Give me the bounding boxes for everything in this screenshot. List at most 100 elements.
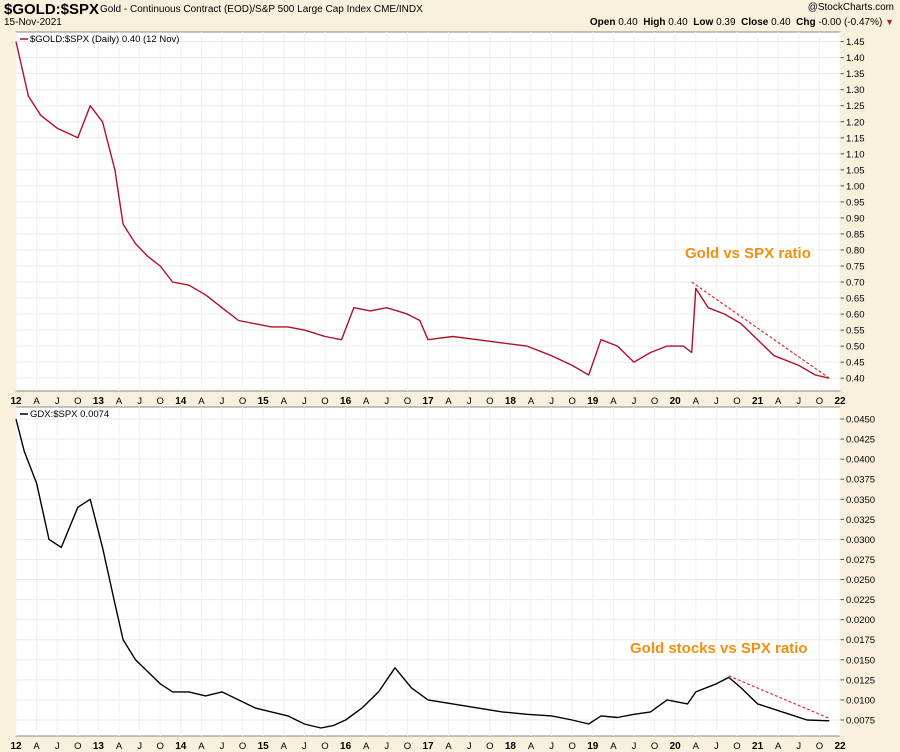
symbol-title: $GOLD:$SPX [4, 1, 100, 18]
x-tick-label: A [281, 396, 288, 407]
y-tick-label: 0.60 [846, 310, 865, 321]
x-tick-label: A [445, 396, 452, 407]
x-tick-label: J [467, 741, 472, 752]
x-tick-label: J [714, 741, 719, 752]
annotation-1: Gold vs SPX ratio [685, 245, 811, 262]
y-tick-label: 0.0275 [846, 555, 875, 566]
x-tick-label: O [404, 396, 411, 407]
series-line-2 [15, 418, 830, 729]
trendline-1 [691, 281, 830, 379]
x-tick-label: A [610, 396, 617, 407]
x-tick-label: 21 [752, 396, 764, 407]
x-tick-label: 13 [93, 396, 105, 407]
x-tick-label: 14 [175, 396, 187, 407]
y-tick-label: 0.75 [846, 261, 865, 272]
x-tick-label: O [733, 396, 740, 407]
legend-label-1: $GOLD:$SPX (Daily) 0.40 (12 Nov) [30, 34, 179, 45]
x-tick-label: O [157, 741, 164, 752]
x-tick-label: A [363, 396, 370, 407]
x-tick-label: O [651, 396, 658, 407]
x-tick-label: J [55, 396, 60, 407]
x-tick-label: 19 [587, 741, 599, 752]
y-tick-label: 0.70 [846, 278, 865, 289]
chg-value: -0.00 (-0.47%) [818, 17, 883, 28]
high-label: High [643, 17, 666, 28]
brand-label: @StockCharts.com [807, 2, 894, 13]
y-tick-label: 0.0425 [846, 435, 875, 446]
y-tick-label: 1.40 [846, 53, 865, 64]
x-tick-label: A [610, 741, 617, 752]
x-tick-label: O [321, 396, 328, 407]
x-tick-label: J [632, 396, 637, 407]
x-tick-label: 14 [175, 741, 187, 752]
x-tick-label: O [569, 741, 576, 752]
x-tick-label: J [796, 396, 801, 407]
x-tick-label: O [733, 741, 740, 752]
y-tick-label: 0.55 [846, 326, 865, 337]
x-tick-label: J [55, 741, 60, 752]
y-tick-label: 0.0100 [846, 695, 875, 706]
x-tick-label: A [33, 396, 40, 407]
trendline-2 [728, 675, 830, 719]
x-tick-label: 15 [258, 396, 270, 407]
annotation-2: Gold stocks vs SPX ratio [630, 640, 808, 657]
x-tick-label: 22 [834, 741, 846, 752]
x-tick-label: 16 [340, 741, 352, 752]
x-tick-label: A [281, 741, 288, 752]
chart-header: $GOLD:$SPX Gold - Continuous Contract (E… [0, 0, 900, 32]
y-tick-label: 0.95 [846, 197, 865, 208]
x-tick-label: O [816, 741, 823, 752]
x-tick-label: A [693, 741, 700, 752]
y-tick-label: 0.0450 [846, 415, 875, 426]
x-tick-label: O [321, 741, 328, 752]
x-tick-label: O [74, 396, 81, 407]
x-tick-label: J [384, 741, 389, 752]
x-tick-label: 17 [422, 741, 434, 752]
x-tick-label: 21 [752, 741, 764, 752]
x-tick-label: 15 [258, 741, 270, 752]
x-tick-label: A [445, 741, 452, 752]
x-tick-label: J [137, 396, 142, 407]
x-tick-label: J [549, 396, 554, 407]
y-tick-label: 0.0325 [846, 515, 875, 526]
low-label: Low [693, 17, 714, 28]
chg-label: Chg [796, 17, 816, 28]
y-tick-label: 0.0300 [846, 535, 875, 546]
close-label: Close [741, 17, 769, 28]
x-tick-label: 20 [670, 741, 682, 752]
x-tick-label: A [528, 741, 535, 752]
y-tick-label: 0.0175 [846, 635, 875, 646]
y-tick-label: 1.05 [846, 165, 865, 176]
open-label: Open [589, 17, 616, 28]
x-tick-label: J [384, 396, 389, 407]
x-tick-label: O [486, 396, 493, 407]
close-value: 0.40 [771, 17, 791, 28]
x-tick-label: J [549, 741, 554, 752]
y-tick-label: 0.40 [846, 374, 865, 385]
y-tick-label: 0.0150 [846, 655, 875, 666]
x-tick-label: J [220, 396, 225, 407]
legend-label-2: GDX:$SPX 0.0074 [30, 409, 109, 420]
y-tick-label: 0.85 [846, 229, 865, 240]
x-tick-label: A [693, 396, 700, 407]
x-tick-label: A [363, 741, 370, 752]
x-tick-label: O [74, 741, 81, 752]
y-tick-label: 0.0375 [846, 475, 875, 486]
y-tick-label: 1.00 [846, 181, 865, 192]
y-tick-label: 1.35 [846, 69, 865, 80]
x-tick-label: O [157, 396, 164, 407]
x-tick-label: O [486, 741, 493, 752]
x-tick-label: 16 [340, 396, 352, 407]
x-tick-label: A [775, 396, 782, 407]
x-tick-label: A [116, 396, 123, 407]
series-line-1 [15, 41, 830, 379]
x-tick-label: O [569, 396, 576, 407]
y-tick-label: 0.80 [846, 245, 865, 256]
x-tick-label: J [796, 741, 801, 752]
x-tick-label: 12 [10, 396, 22, 407]
down-triangle-icon: ▼ [885, 17, 894, 27]
x-tick-label: J [302, 741, 307, 752]
y-tick-label: 0.50 [846, 342, 865, 353]
x-tick-label: J [137, 741, 142, 752]
